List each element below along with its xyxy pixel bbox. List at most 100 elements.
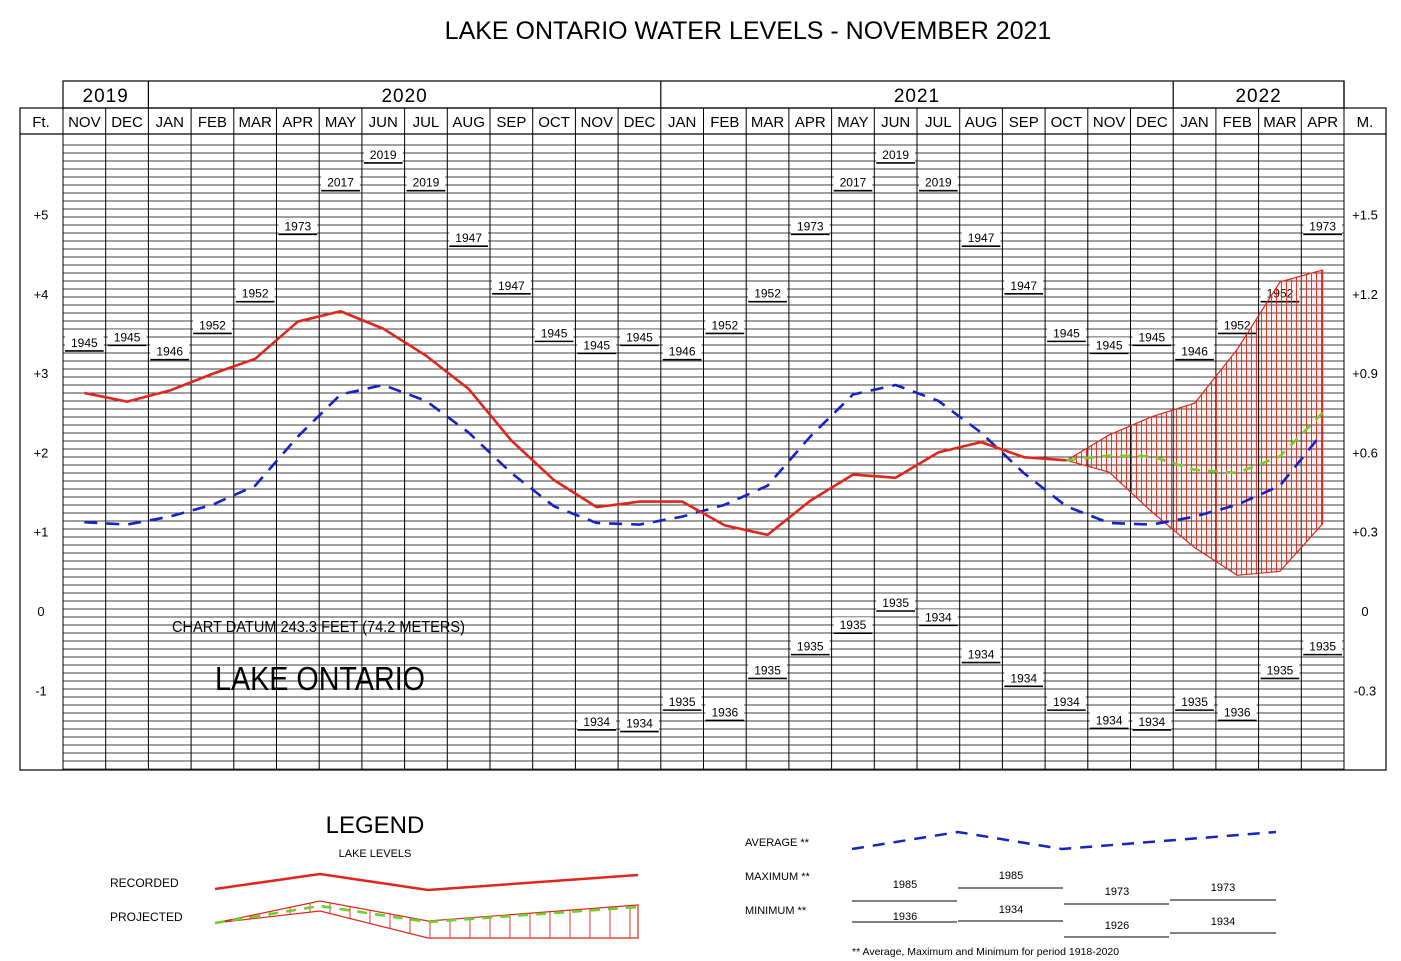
series-average-line xyxy=(84,383,1324,526)
y-tick-label-m: +0.3 xyxy=(1352,525,1378,540)
record-max-year: 1946 xyxy=(1181,345,1208,359)
series-recorded-line xyxy=(84,309,1067,537)
record-max-bg xyxy=(278,218,318,234)
month-label: JAN xyxy=(668,114,696,131)
legend-band-outline xyxy=(214,900,639,939)
record-min-year: 1934 xyxy=(1096,713,1123,727)
record-markers: 1945 1945 1946 1952 1952 1973 2017 2019 2019 1947… xyxy=(65,146,1342,733)
right-unit-label: M. xyxy=(1357,114,1374,131)
record-min-year: 1935 xyxy=(1181,695,1208,709)
y-tick-label-m: +1.5 xyxy=(1352,208,1378,223)
y-tick-label-m: +1.2 xyxy=(1352,287,1378,302)
record-min-bg xyxy=(620,715,659,731)
record-max-year: 1952 xyxy=(242,287,269,301)
record-min-year: 1934 xyxy=(583,715,610,729)
record-max-bg xyxy=(363,146,403,162)
record-max-bg xyxy=(1047,325,1086,341)
month-label: SEP xyxy=(1009,114,1039,131)
record-max-year: 1947 xyxy=(498,279,525,293)
record-max-bg xyxy=(1004,277,1044,293)
record-min-bg xyxy=(705,704,745,720)
year-label: 2019 xyxy=(83,86,129,107)
record-min-bg xyxy=(876,595,915,610)
legend: LEGEND LAKE LEVELS RECORDED PROJECTED AV… xyxy=(110,812,1277,958)
record-min-year: 1934 xyxy=(1138,715,1165,729)
record-max-bg xyxy=(235,285,275,301)
month-label: DEC xyxy=(1136,114,1168,131)
record-max-bg xyxy=(492,277,531,293)
y-tick-label-m: -0.3 xyxy=(1354,683,1376,698)
month-label: NOV xyxy=(68,114,101,131)
record-max-year: 1945 xyxy=(541,326,568,340)
record-max-bg xyxy=(662,343,702,359)
projected-band-outline xyxy=(1064,269,1324,576)
month-label: DEC xyxy=(111,114,143,131)
month-label: APR xyxy=(795,114,826,131)
record-min-bg xyxy=(961,646,1001,662)
record-min-bg xyxy=(577,713,617,729)
month-label: SEP xyxy=(496,114,526,131)
month-label: JUN xyxy=(369,114,398,131)
record-max-year: 1952 xyxy=(711,318,738,332)
record-max-year: 1973 xyxy=(797,219,824,233)
legend-max-year: 1973 xyxy=(1211,882,1235,894)
record-max-bg xyxy=(1217,317,1257,333)
record-max-bg xyxy=(705,317,745,333)
record-max-bg xyxy=(406,174,446,190)
month-header: 2019 2020 2021 2022 NOV DEC JAN FEB MAR APR MAY JUN… xyxy=(32,81,1373,131)
y-tick-label-ft: 0 xyxy=(37,604,44,619)
record-min-year: 1935 xyxy=(754,663,781,677)
month-label: MAY xyxy=(325,114,356,131)
record-max-bg xyxy=(321,174,360,190)
record-min-year: 1935 xyxy=(1267,663,1294,677)
legend-max-year: 1973 xyxy=(1105,886,1129,898)
record-max-bg xyxy=(65,334,104,350)
legend-min-year: 1934 xyxy=(999,904,1023,916)
record-min-year: 1935 xyxy=(882,596,909,610)
y-tick-label-ft: +1 xyxy=(34,525,49,540)
record-min-bg xyxy=(1303,638,1342,654)
month-label: APR xyxy=(1307,114,1338,131)
record-max-year: 1952 xyxy=(1224,318,1251,332)
y-tick-label-m: +0.6 xyxy=(1352,445,1378,460)
record-max-year: 2017 xyxy=(327,176,354,190)
record-max-year: 1947 xyxy=(968,231,995,245)
record-min-bg xyxy=(919,609,958,625)
legend-min-year: 1934 xyxy=(1211,916,1235,928)
record-max-year: 1945 xyxy=(626,330,653,344)
record-max-year: 1947 xyxy=(1010,279,1037,293)
legend-recorded-label: RECORDED xyxy=(110,876,179,890)
record-max-bg xyxy=(876,146,915,162)
record-min-year: 1934 xyxy=(626,717,653,731)
month-label: NOV xyxy=(1093,114,1126,131)
record-max-year: 1952 xyxy=(199,318,226,332)
record-max-bg xyxy=(1089,337,1129,353)
lake-name-label: LAKE ONTARIO xyxy=(215,660,425,697)
legend-projected-label: PROJECTED xyxy=(110,910,183,924)
month-label: JUL xyxy=(925,114,952,131)
record-min-year: 1934 xyxy=(1010,671,1037,685)
record-max-year: 1945 xyxy=(1096,338,1123,352)
chart-datum-label: CHART DATUM 243.3 FEET (74.2 METERS) xyxy=(172,619,465,636)
record-min-year: 1934 xyxy=(968,648,995,662)
legend-footnote: ** Average, Maximum and Minimum for peri… xyxy=(852,946,1119,958)
legend-title: LEGEND xyxy=(326,812,425,839)
month-label: FEB xyxy=(710,114,739,131)
record-min-bg xyxy=(662,694,702,710)
month-label: MAY xyxy=(837,114,868,131)
record-max-year: 1945 xyxy=(1138,330,1165,344)
record-max-year: 1973 xyxy=(284,219,311,233)
y-tick-label-m: +0.9 xyxy=(1352,366,1378,381)
record-min-bg xyxy=(790,638,830,654)
record-max-year: 2019 xyxy=(370,148,397,162)
record-min-year: 1935 xyxy=(1309,640,1336,654)
record-max-year: 1945 xyxy=(583,338,610,352)
record-max-bg xyxy=(620,329,659,345)
month-label: NOV xyxy=(580,114,613,131)
record-max-bg xyxy=(833,174,873,190)
record-min-bg xyxy=(1132,713,1172,729)
legend-average-label: AVERAGE ** xyxy=(745,837,810,849)
record-max-bg xyxy=(107,329,147,345)
record-max-bg xyxy=(919,174,958,190)
